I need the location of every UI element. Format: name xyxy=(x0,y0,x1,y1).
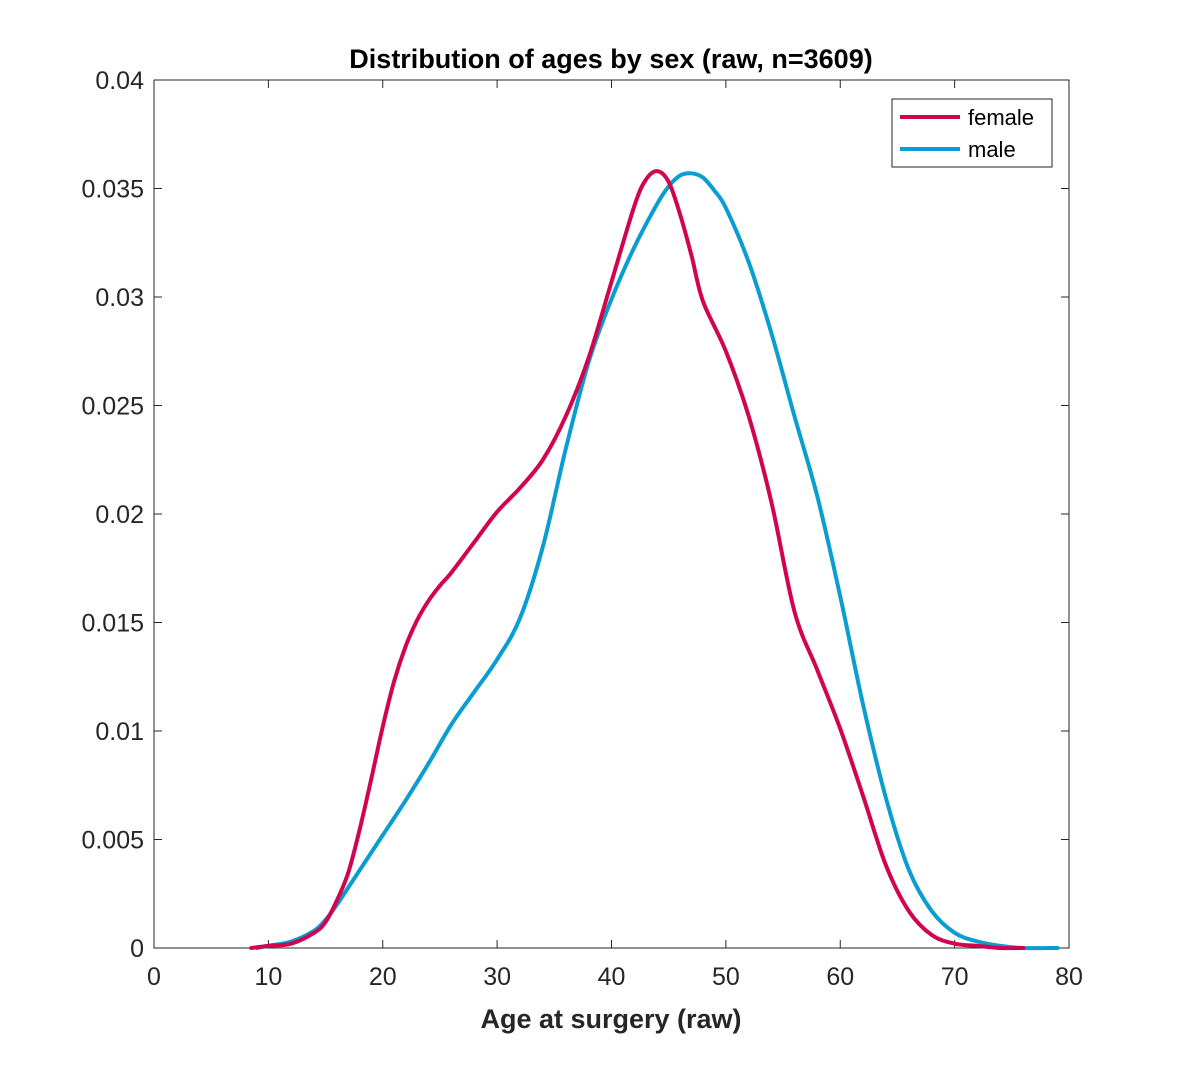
x-tick-label: 60 xyxy=(826,963,854,991)
legend-label-female: female xyxy=(968,105,1034,130)
series-line-male xyxy=(254,171,1060,951)
legend-label-male: male xyxy=(968,137,1016,162)
x-tick-label: 50 xyxy=(712,963,740,991)
chart-title: Distribution of ages by sex (raw, n=3609… xyxy=(349,44,872,74)
y-tick-label: 0.03 xyxy=(95,284,144,312)
x-tick-label: 10 xyxy=(254,963,282,991)
x-tick-label: 80 xyxy=(1055,963,1083,991)
x-axis-label: Age at surgery (raw) xyxy=(480,1004,741,1034)
x-tick-label: 40 xyxy=(598,963,626,991)
y-tick-labels: 0 0.005 0.01 0.015 0.02 0.025 0.03 0.035 0.04 xyxy=(81,67,144,963)
x-tick-label: 0 xyxy=(147,963,161,991)
y-tick-label: 0.035 xyxy=(81,176,144,204)
series-group xyxy=(249,169,1060,951)
y-tick-label: 0 xyxy=(130,935,144,963)
y-tick-label: 0.04 xyxy=(95,67,144,95)
x-tick-label: 30 xyxy=(483,963,511,991)
legend-box xyxy=(891,98,1053,168)
series-line-female xyxy=(249,169,1026,951)
axis-ticks xyxy=(153,79,1070,949)
y-tick-label: 0.005 xyxy=(81,827,144,855)
y-tick-label: 0.015 xyxy=(81,610,144,638)
x-tick-label: 20 xyxy=(369,963,397,991)
y-tick-label: 0.01 xyxy=(95,718,144,746)
plot-area xyxy=(153,79,1070,949)
legend: female male xyxy=(891,98,1053,168)
y-tick-label: 0.025 xyxy=(81,393,144,421)
y-tick-label: 0.02 xyxy=(95,501,144,529)
x-tick-label: 70 xyxy=(941,963,969,991)
x-tick-labels: 0 10 20 30 40 50 60 70 80 xyxy=(147,963,1083,991)
